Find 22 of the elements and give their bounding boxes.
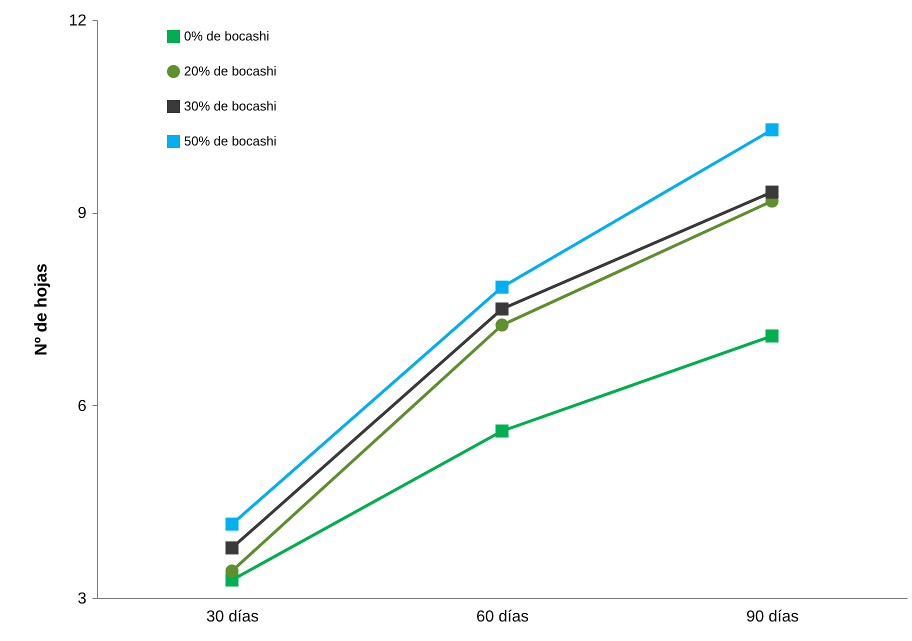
point [765, 329, 779, 342]
y-tick-label: 9 [78, 205, 87, 222]
y-tick-label: 12 [68, 12, 87, 30]
point [765, 186, 779, 199]
legend-label: 0% de bocashi [184, 28, 270, 44]
point [225, 541, 239, 554]
point [495, 318, 509, 332]
x-tick-label: 60 días [476, 608, 529, 626]
point [225, 564, 239, 578]
legend-label: 20% de bocashi [184, 64, 277, 78]
legend-label: 50% de bocashi [184, 134, 277, 148]
x-tick-label: 90 días [746, 608, 799, 626]
point [495, 302, 509, 316]
y-axis-title: Nº de hojas [32, 263, 51, 356]
point [495, 280, 509, 294]
y-tick-label: 6 [78, 398, 87, 415]
point [495, 424, 509, 438]
y-tick-label: 3 [78, 590, 87, 608]
x-tick-label: 30 días [206, 608, 259, 626]
point [765, 123, 779, 136]
legend-label: 30% de bocashi [184, 98, 277, 114]
point [225, 518, 239, 531]
